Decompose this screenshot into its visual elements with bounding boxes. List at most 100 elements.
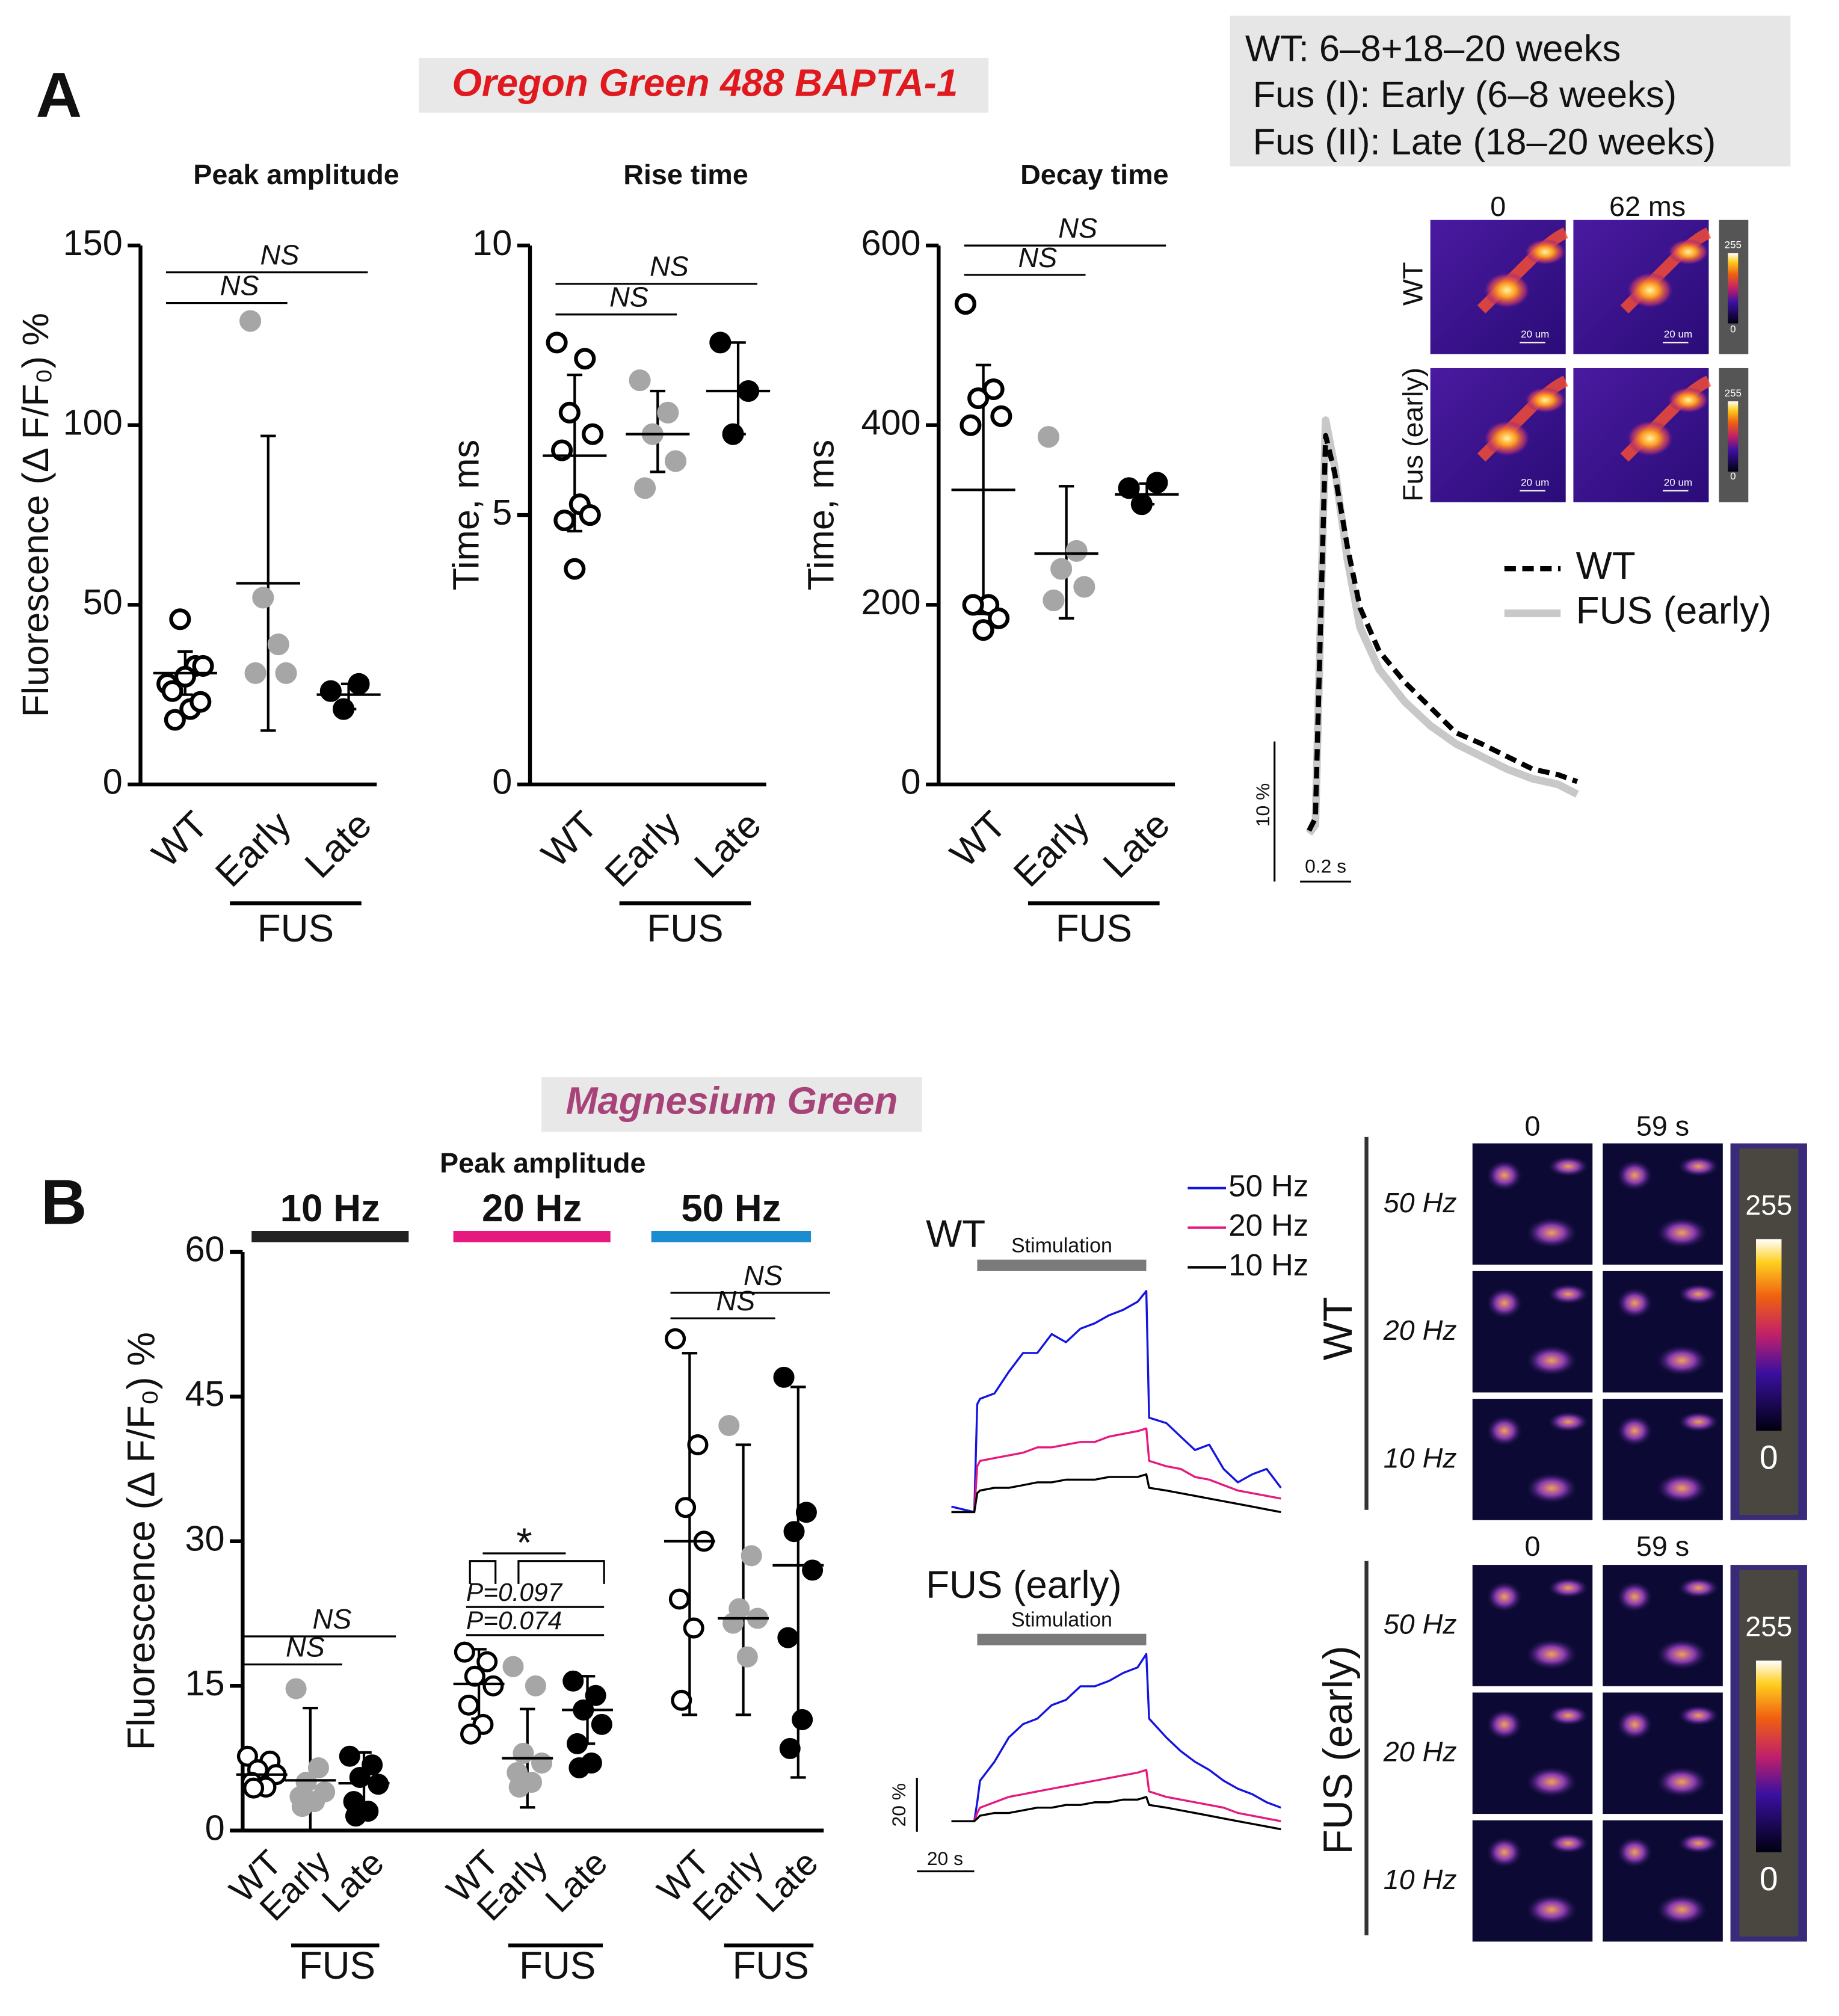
data-point: [741, 1545, 762, 1567]
row-label: 20 Hz: [1383, 1736, 1457, 1768]
data-point: [192, 655, 214, 677]
y-axis-label: Fluorescence (Δ F/F₀) %: [15, 313, 57, 717]
chart-title: Peak amplitude: [193, 159, 399, 190]
data-point: [458, 1694, 479, 1716]
chart-title: Peak amplitude: [440, 1147, 646, 1179]
colorbar-label: 0: [1730, 324, 1736, 335]
data-point: [777, 1627, 799, 1648]
significance-label: NS: [744, 1260, 783, 1291]
colorbar-label: 255: [1725, 239, 1742, 251]
chart-title: WT: [926, 1212, 985, 1255]
data-point: [1050, 558, 1073, 580]
data-point: [564, 558, 586, 580]
column-label: 0: [1490, 191, 1506, 222]
chart-title: Decay time: [1020, 159, 1169, 190]
x-tick-label: Late: [686, 803, 769, 886]
data-point: [675, 1497, 697, 1518]
data-point: [189, 691, 212, 713]
row-label: 50 Hz: [1384, 1608, 1457, 1639]
data-point: [795, 1502, 817, 1523]
data-point: [722, 1612, 744, 1634]
data-point: [990, 405, 1012, 427]
data-point: [709, 331, 732, 354]
data-point: [972, 619, 994, 641]
colorbar: [1728, 401, 1739, 472]
image-grid: 50 Hz 20 Hz 10 Hz 255 0 50 Hz 20 Hz 10 Hz 255 0: [1383, 1143, 1807, 1942]
stimulation-bar: [977, 1633, 1147, 1645]
y-tick-label: 60: [185, 1229, 225, 1269]
data-point: [546, 331, 568, 354]
y-axis-label: Fluorescence (Δ F/F₀) %: [120, 1332, 163, 1750]
group-label: FUS: [519, 1944, 596, 1987]
legend-label: 10 Hz: [1228, 1248, 1308, 1282]
image: [1472, 1399, 1593, 1520]
data-point: [333, 698, 355, 720]
data-point: [558, 401, 581, 424]
scale-label: 20 um: [1521, 328, 1549, 340]
data-point: [722, 423, 744, 445]
x-tick-label: WT: [534, 803, 606, 875]
info-line: WT: 6–8+18–20 weeks: [1245, 28, 1621, 70]
data-point: [568, 1757, 590, 1778]
data-point: [668, 1588, 690, 1610]
x-tick-label: Late: [537, 1842, 615, 1920]
data-point: [502, 1656, 524, 1677]
data-point: [687, 1434, 709, 1456]
trace: [1305, 416, 1579, 836]
group-label: FUS (early): [1316, 1645, 1361, 1854]
image: [1603, 1565, 1723, 1686]
scale-label: 0.2 s: [1305, 855, 1346, 877]
row-label: WT: [1397, 262, 1429, 306]
data-point: [1073, 576, 1095, 598]
data-point: [553, 509, 576, 532]
data-point: [1037, 426, 1059, 448]
significance-label: NS: [650, 251, 689, 282]
x-tick-label: Early: [208, 803, 300, 895]
trace: [951, 1473, 1281, 1514]
image: [1603, 1271, 1723, 1393]
data-point: [579, 504, 601, 526]
colorbar: [1756, 1239, 1782, 1431]
data-point: [671, 1689, 692, 1711]
stimulation-label: Stimulation: [1011, 1608, 1112, 1631]
image: [1603, 1820, 1723, 1942]
y-tick-label: 10: [472, 223, 512, 263]
data-point: [802, 1559, 824, 1581]
data-point: [464, 1665, 485, 1687]
x-tick-label: Late: [1095, 803, 1178, 886]
info-box: [1230, 15, 1791, 167]
data-point: [236, 1745, 258, 1767]
column-label: 0: [1525, 1110, 1541, 1141]
stimulation-label: Stimulation: [1011, 1234, 1112, 1257]
data-point: [562, 1670, 584, 1692]
significance-label: NS: [260, 239, 299, 271]
significance-bracket: [469, 1560, 497, 1584]
data-point: [1118, 477, 1140, 499]
data-point: [454, 1641, 475, 1663]
significance-bracket: [517, 1560, 605, 1584]
trace: [951, 1653, 1281, 1822]
data-point: [307, 1757, 329, 1778]
colorbar-label: 255: [1725, 387, 1742, 399]
y-axis-label: Time, ms: [445, 440, 487, 591]
y-tick-label: 5: [492, 492, 512, 532]
significance-label: NS: [716, 1285, 755, 1316]
y-tick-label: 150: [63, 223, 123, 263]
y-axis-label: Time, ms: [801, 440, 842, 591]
significance-label: P=0.074: [466, 1606, 562, 1635]
y-tick-label: 0: [205, 1807, 225, 1848]
data-point: [244, 662, 266, 684]
column-label: 59 s: [1636, 1530, 1689, 1562]
row-label: 50 Hz: [1384, 1187, 1457, 1218]
y-tick-label: 45: [185, 1373, 225, 1414]
colorbar-label: 0: [1760, 1860, 1778, 1897]
row-label: Fus (early): [1397, 368, 1429, 502]
legend-label: 50 Hz: [1228, 1168, 1308, 1203]
significance-label: NS: [220, 270, 259, 301]
colorbar-label: 0: [1760, 1439, 1778, 1476]
y-tick-label: 0: [103, 762, 123, 802]
data-point: [513, 1742, 534, 1764]
image: [1472, 1692, 1593, 1814]
data-point: [525, 1675, 546, 1697]
